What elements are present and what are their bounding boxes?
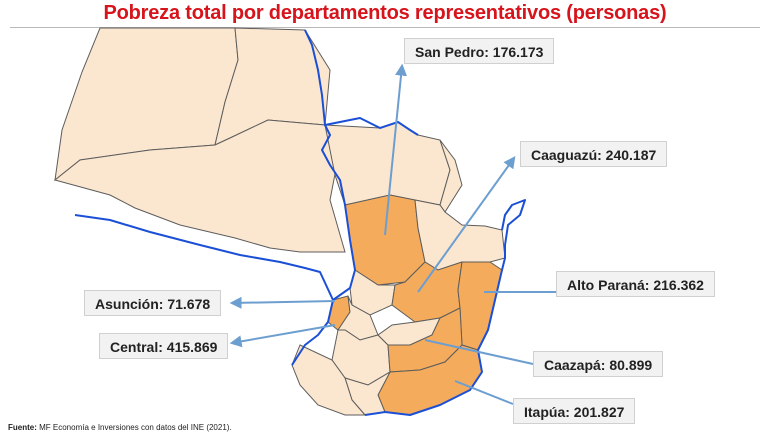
label-alto-parana: Alto Paraná: 216.362 [556, 271, 715, 297]
arrow-asuncion [229, 296, 336, 309]
neembucu-dept [291, 344, 367, 416]
rivers [74, 29, 526, 416]
eastern-region [291, 121, 506, 416]
alto-parana-dept [457, 261, 503, 351]
cordillera-dept [349, 269, 396, 316]
label-central: Central: 415.869 [99, 333, 229, 359]
source-text: MF Economía e Inversiones con datos del … [39, 423, 232, 432]
arrow-central [229, 324, 336, 348]
parana-river [364, 199, 526, 416]
concepcion-dept [324, 121, 451, 206]
pilcomayo-river [74, 214, 334, 301]
label-san-pedro: San Pedro: 176.173 [404, 38, 555, 64]
source-prefix: Fuente: [8, 423, 37, 432]
label-caaguazu: Caaguazú: 240.187 [520, 141, 668, 167]
arrow-caazapa [424, 339, 534, 365]
arrow-itapua [454, 380, 514, 405]
label-asuncion: Asunción: 71.678 [84, 290, 222, 316]
source-note: Fuente: MF Economía e Inversiones con da… [8, 423, 232, 432]
title-divider [10, 27, 760, 28]
leader-arrows [229, 63, 556, 405]
map-title: Pobreza total por departamentos represen… [103, 2, 667, 24]
paraguay-river-north [291, 29, 356, 366]
label-caazapa: Caazapá: 80.899 [533, 351, 664, 377]
arrow-san-pedro [384, 63, 408, 236]
boqueron-dept [53, 119, 346, 253]
arrow-caaguazu [417, 156, 516, 293]
chaco-region [53, 27, 346, 253]
label-itapua: Itapúa: 201.827 [513, 398, 636, 424]
apa-river [324, 117, 419, 136]
